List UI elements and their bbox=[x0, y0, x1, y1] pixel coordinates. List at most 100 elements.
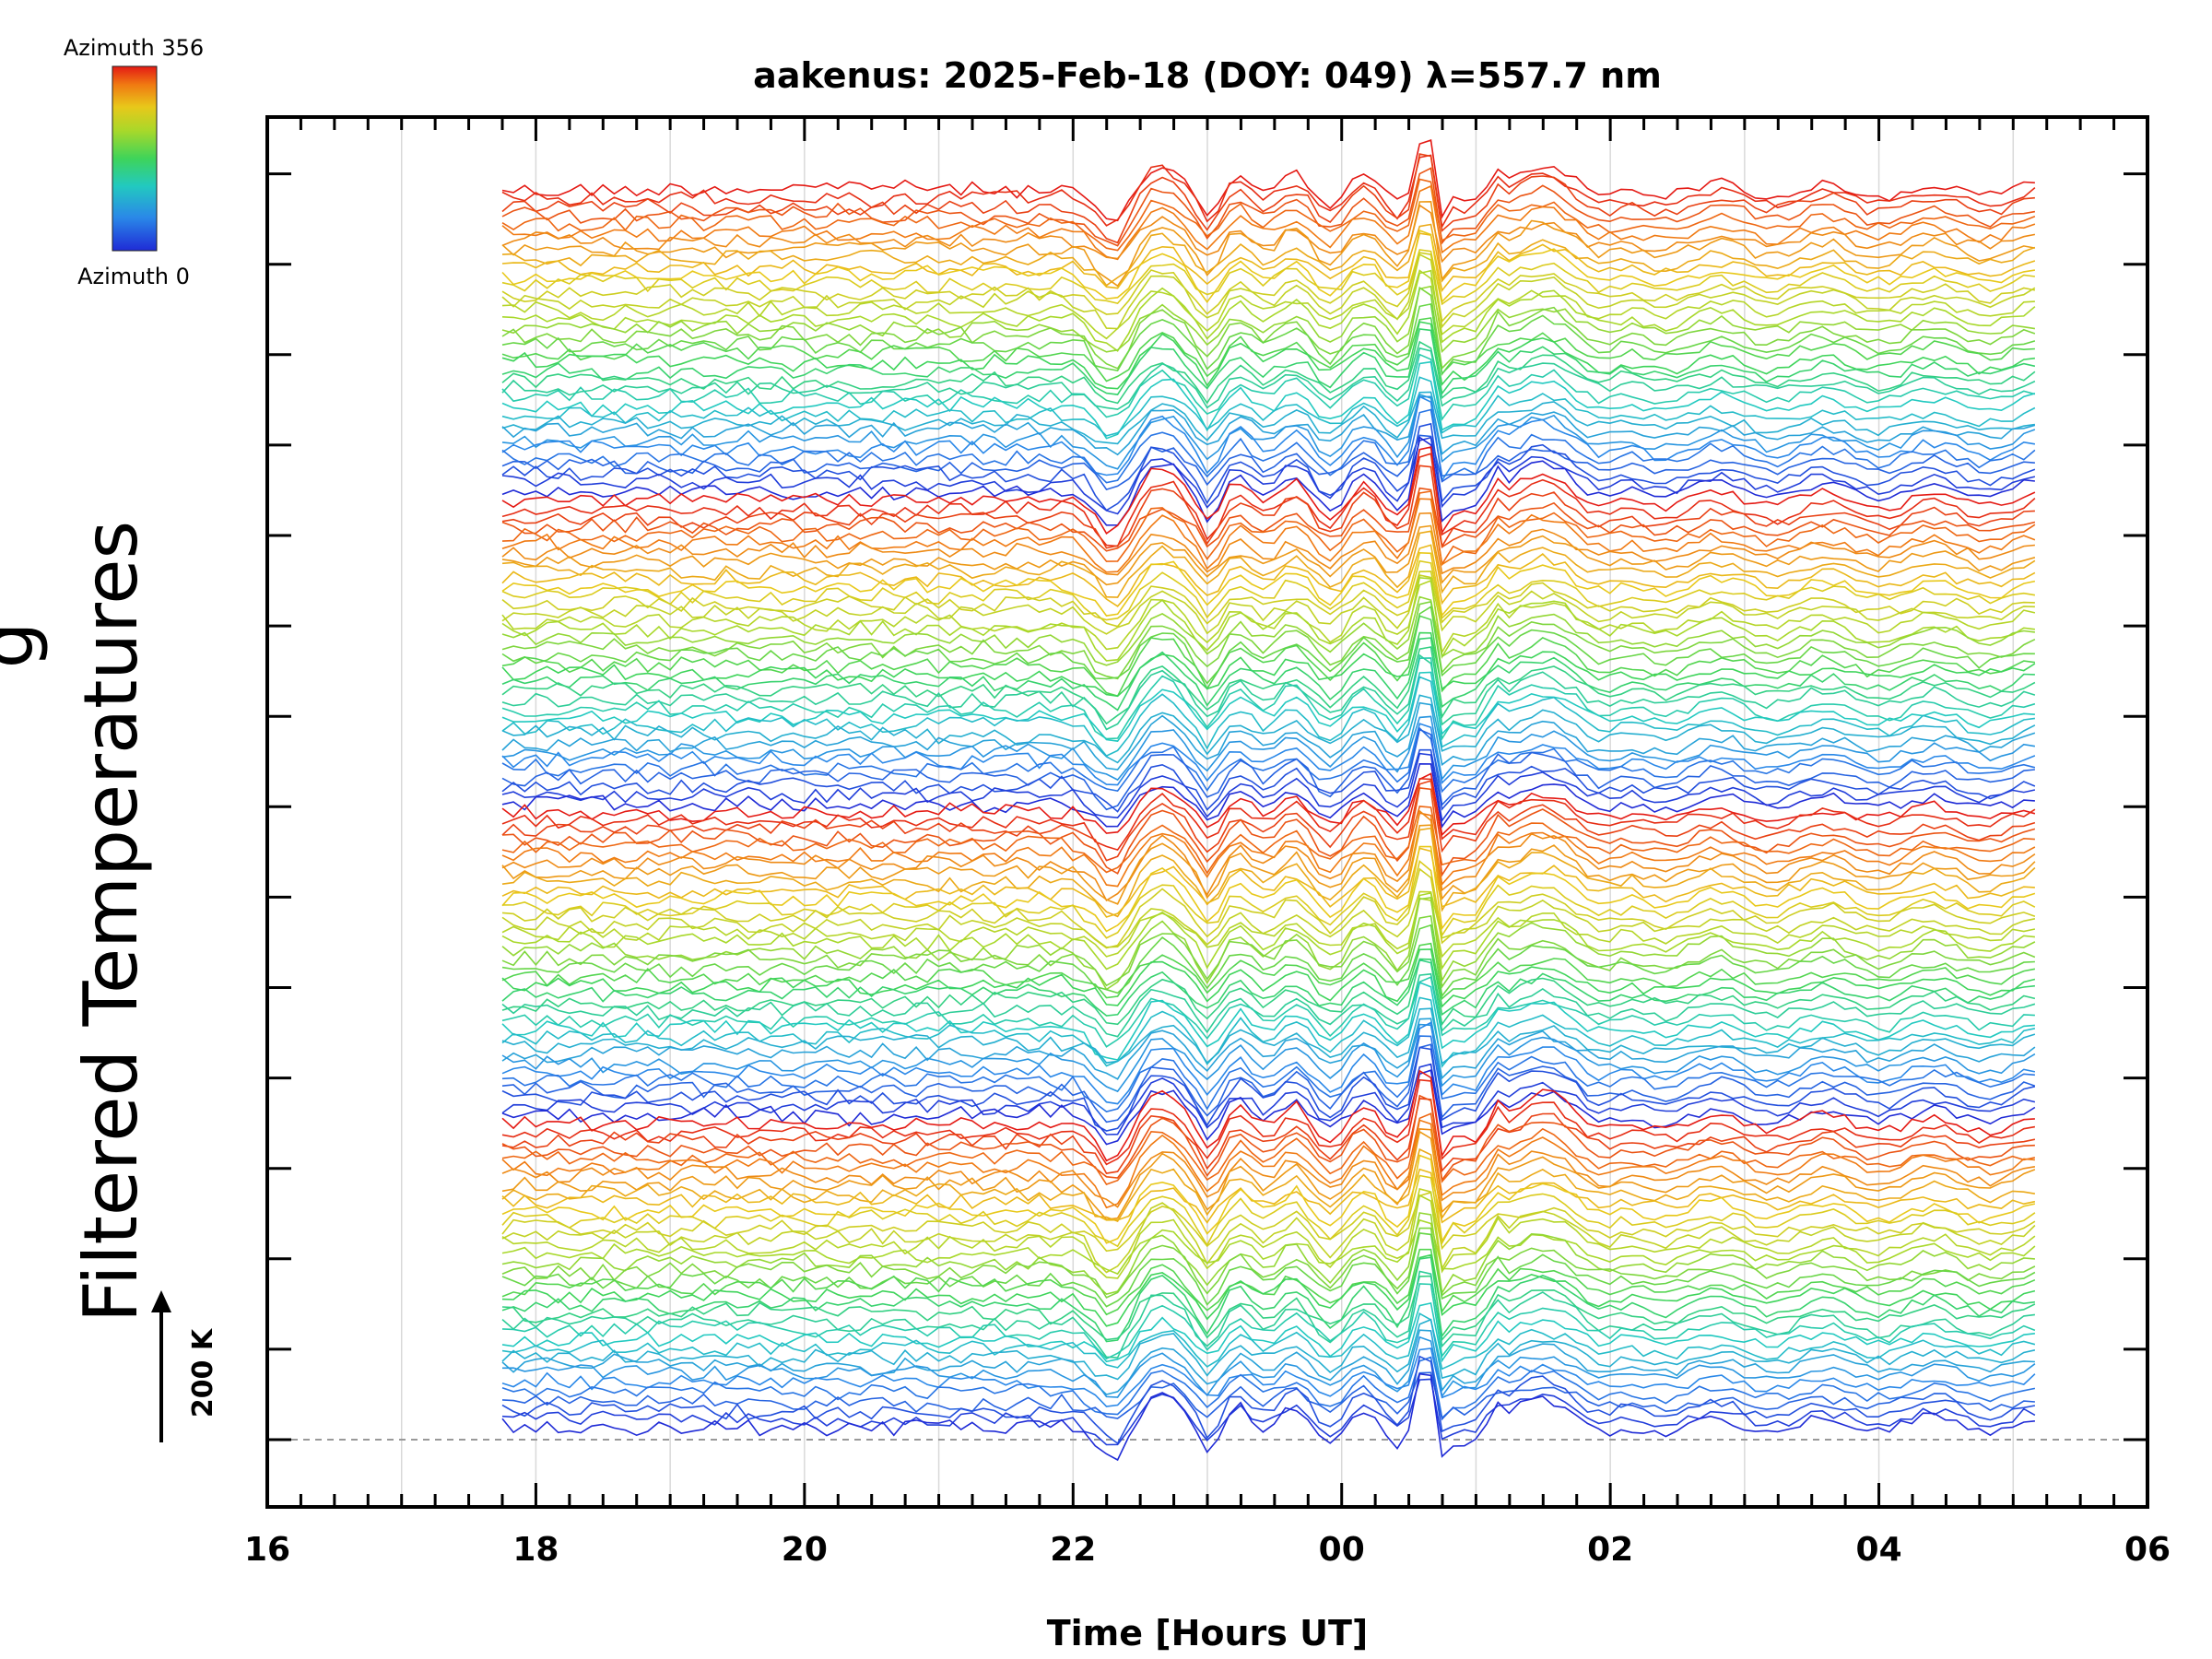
temperature-trace bbox=[501, 436, 2036, 515]
chart-title: aakenus: 2025-Feb-18 (DOY: 049) λ=557.7 … bbox=[753, 55, 1662, 96]
scale-bar-label: 200 K bbox=[187, 1327, 219, 1418]
temperature-trace bbox=[501, 1147, 2036, 1222]
temperature-trace bbox=[501, 942, 2036, 1001]
temperature-trace bbox=[501, 1283, 2036, 1360]
temperature-trace bbox=[501, 1371, 2035, 1421]
temperature-trace bbox=[501, 896, 2036, 991]
temperature-trace bbox=[501, 1232, 2036, 1308]
temperature-trace bbox=[501, 615, 2036, 698]
temperature-trace bbox=[501, 1021, 2036, 1105]
temperature-trace bbox=[501, 924, 2035, 998]
temperature-trace bbox=[501, 524, 2036, 586]
temperature-trace bbox=[501, 408, 2036, 484]
temperature-trace bbox=[501, 1069, 2036, 1146]
temperature-trace bbox=[501, 726, 2036, 794]
x-tick-label: 18 bbox=[512, 1531, 559, 1569]
temperature-trace bbox=[501, 701, 2036, 771]
temperature-trace bbox=[501, 434, 2035, 491]
temperature-trace bbox=[501, 653, 2036, 731]
temperature-trace bbox=[501, 958, 2035, 1017]
temperature-trace bbox=[501, 487, 2036, 552]
temperature-trace bbox=[501, 393, 2036, 456]
temperature-trace bbox=[501, 317, 2035, 382]
temperature-trace bbox=[501, 544, 2036, 607]
temperature-trace bbox=[501, 1069, 2035, 1162]
temperature-trace bbox=[501, 772, 2036, 837]
temperature-trace bbox=[501, 1168, 2036, 1224]
temperature-trace bbox=[501, 576, 2035, 662]
x-axis-label: Time [Hours UT] bbox=[1047, 1613, 1369, 1653]
temperature-trace bbox=[501, 1078, 2036, 1166]
temperature-trace bbox=[501, 1372, 2035, 1462]
temperature-trace bbox=[501, 249, 2035, 306]
temperature-trace bbox=[501, 1347, 2036, 1407]
temperature-trace bbox=[501, 328, 2036, 395]
temperature-trace bbox=[501, 1098, 2036, 1174]
temperature-trace bbox=[501, 204, 2036, 264]
temperature-trace bbox=[501, 574, 2035, 635]
temperature-trace bbox=[501, 891, 2035, 971]
temperature-trace bbox=[501, 232, 2036, 292]
temperature-trace bbox=[501, 777, 2036, 852]
temperature-trace bbox=[501, 1191, 2036, 1253]
temperature-trace bbox=[501, 806, 2035, 875]
temperature-trace bbox=[501, 139, 2035, 222]
x-tick-label: 04 bbox=[1856, 1531, 1902, 1569]
colorbar-top-label: Azimuth 356 bbox=[64, 35, 204, 61]
temperature-trace bbox=[501, 252, 2036, 324]
temperature-trace bbox=[501, 347, 2036, 410]
temperature-trace bbox=[501, 1119, 2035, 1209]
temperature-trace bbox=[501, 981, 2035, 1061]
temperature-trace bbox=[501, 200, 2036, 288]
temperature-trace bbox=[501, 1335, 2036, 1398]
y-axis-label: Filtered Temperatures bbox=[68, 521, 154, 1323]
temperature-trace bbox=[501, 1174, 2036, 1248]
temperature-trace bbox=[501, 1253, 2036, 1327]
temperature-trace bbox=[501, 1378, 2036, 1446]
temperature-trace bbox=[501, 153, 2035, 244]
temperature-trace bbox=[501, 1018, 2036, 1080]
temperature-trace bbox=[501, 1188, 2036, 1274]
temperature-trace bbox=[501, 1007, 2036, 1065]
temperature-trace bbox=[501, 1094, 2035, 1182]
temperature-trace bbox=[501, 436, 2035, 526]
temperature-trace bbox=[501, 530, 2036, 598]
temperature-trace bbox=[501, 812, 2036, 888]
temperature-trace bbox=[501, 723, 2036, 786]
temperature-trace bbox=[501, 229, 2036, 303]
temperature-trace bbox=[501, 1218, 2036, 1276]
azimuth-colorbar: Azimuth 356 Azimuth 0 bbox=[64, 35, 204, 289]
temperature-trace bbox=[501, 1227, 2036, 1299]
temperature-trace bbox=[501, 824, 2036, 905]
temperature-trace bbox=[501, 1023, 2036, 1093]
temperature-trace bbox=[501, 1112, 2036, 1185]
temperature-trace bbox=[501, 631, 2036, 698]
scale-bar: 200 K bbox=[151, 1290, 219, 1442]
x-tick-label: 00 bbox=[1319, 1531, 1365, 1569]
temperature-trace bbox=[501, 1248, 2036, 1316]
temperature-trace bbox=[501, 762, 2035, 829]
temperature-trace bbox=[501, 453, 2036, 547]
temperature-trace bbox=[501, 269, 2035, 340]
x-tick-label: 06 bbox=[2124, 1531, 2171, 1569]
temperature-trace bbox=[501, 809, 2036, 902]
temperature-trace bbox=[501, 1355, 2036, 1445]
x-tick-label: 22 bbox=[1050, 1531, 1096, 1569]
temperature-trace bbox=[501, 780, 2036, 862]
temperature-trace bbox=[501, 1301, 2035, 1363]
temperature-trace bbox=[501, 1356, 2036, 1419]
temperature-trace bbox=[501, 579, 2036, 654]
temperature-trace bbox=[501, 1312, 2036, 1371]
temperature-trace bbox=[501, 285, 2036, 354]
temperature-trace bbox=[501, 959, 2036, 1027]
temperature-trace bbox=[501, 752, 2036, 823]
temperature-trace bbox=[501, 787, 2036, 877]
x-tick-label: 16 bbox=[244, 1531, 290, 1569]
temperature-trace bbox=[501, 512, 2035, 576]
temperature-trace bbox=[501, 498, 2036, 573]
temperature-trace bbox=[501, 360, 2036, 440]
temperature-trace bbox=[501, 571, 2035, 628]
temperature-trace bbox=[501, 1256, 2035, 1343]
temperature-trace bbox=[501, 676, 2036, 758]
